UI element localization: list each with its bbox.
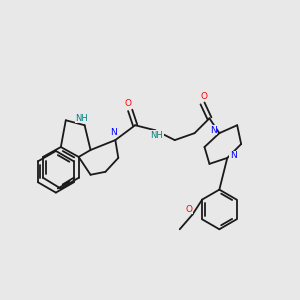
Text: O: O [125,99,132,108]
Text: NH: NH [151,130,163,140]
Text: NH: NH [75,114,88,123]
Text: O: O [185,205,192,214]
Text: N: N [110,128,117,137]
Text: N: N [210,126,217,135]
Text: N: N [230,152,237,160]
Text: O: O [201,92,208,101]
